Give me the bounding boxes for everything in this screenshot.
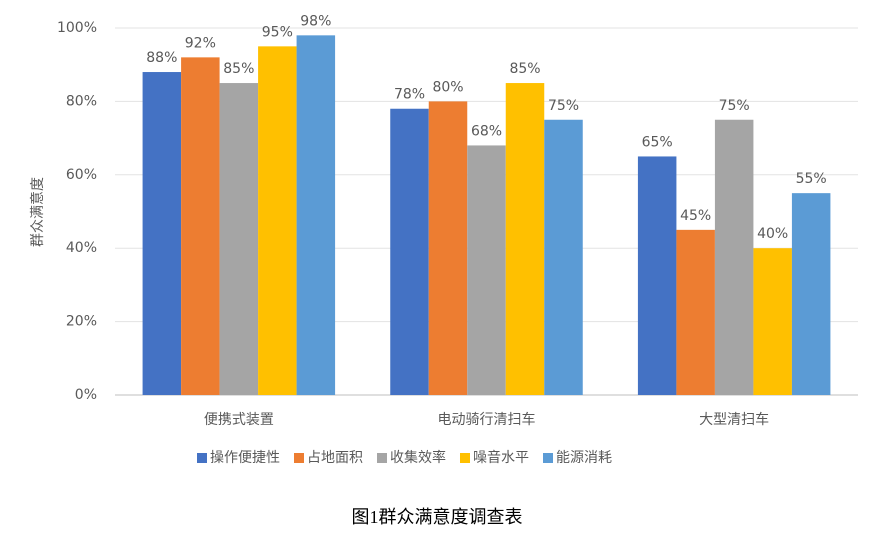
y-tick-label: 40% [66, 240, 97, 256]
legend-swatch [460, 453, 470, 463]
x-tick-label: 大型清扫车 [699, 411, 769, 428]
legend-swatch [197, 453, 207, 463]
bar [637, 156, 677, 395]
value-label: 80% [432, 79, 463, 95]
value-label: 55% [796, 171, 827, 187]
value-label: 45% [680, 208, 711, 224]
bar [142, 72, 182, 395]
value-label: 75% [719, 98, 750, 114]
y-tick-label: 80% [66, 93, 97, 109]
legend-swatch [543, 453, 553, 463]
legend-label: 能源消耗 [556, 450, 612, 466]
y-tick-label: 100% [57, 20, 97, 36]
x-tick-label: 电动骑行清扫车 [438, 411, 536, 428]
value-label: 85% [223, 61, 254, 77]
value-label: 92% [185, 35, 216, 51]
bar [791, 193, 831, 395]
y-tick-label: 0% [75, 387, 97, 403]
value-label: 95% [262, 24, 293, 40]
bar [676, 229, 715, 395]
bar [714, 119, 754, 395]
value-label: 85% [509, 61, 540, 77]
legend-swatch [377, 453, 387, 463]
bar [390, 108, 429, 396]
bar [219, 83, 259, 396]
bar [505, 83, 545, 396]
bar [181, 57, 220, 396]
y-axis-label: 群众满意度 [29, 177, 46, 247]
bar [258, 46, 297, 395]
value-label: 88% [146, 50, 177, 66]
legend-label: 操作便捷性 [210, 450, 280, 466]
y-tick-label: 20% [66, 314, 97, 330]
y-tick-label: 60% [66, 167, 97, 183]
bar [753, 248, 792, 395]
caption: 图1群众满意度调查表 [352, 507, 523, 527]
value-label: 65% [642, 134, 673, 150]
legend-label: 占地面积 [307, 450, 363, 466]
legend-swatch [294, 453, 304, 463]
bar [467, 145, 506, 395]
value-label: 98% [300, 13, 331, 29]
value-label: 75% [548, 98, 579, 114]
bar [544, 119, 583, 395]
bar [296, 35, 336, 396]
legend-label: 收集效率 [390, 449, 446, 466]
legend-label: 噪音水平 [473, 449, 529, 466]
value-label: 68% [471, 123, 502, 139]
x-tick-label: 便携式装置 [204, 412, 274, 428]
value-label: 78% [394, 87, 425, 103]
bar [428, 101, 468, 396]
value-label: 40% [757, 226, 788, 242]
